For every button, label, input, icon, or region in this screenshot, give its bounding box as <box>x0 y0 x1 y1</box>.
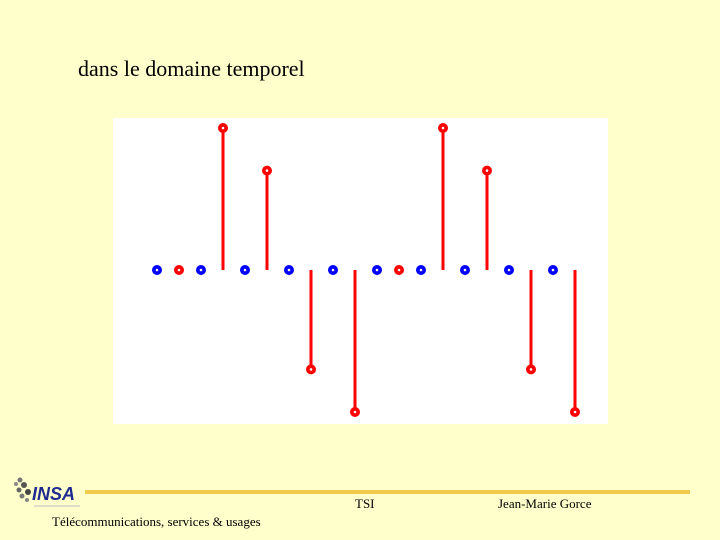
marker-highlight <box>507 268 511 272</box>
marker-highlight <box>573 410 577 414</box>
marker-highlight <box>287 268 291 272</box>
marker-highlight <box>397 268 401 272</box>
marker-highlight <box>221 126 225 130</box>
marker-highlight <box>551 268 555 272</box>
footer-rule <box>85 490 690 494</box>
marker-highlight <box>331 268 335 272</box>
marker-highlight <box>155 268 159 272</box>
marker-highlight <box>199 268 203 272</box>
slide-title: dans le domaine temporel <box>78 56 305 81</box>
marker-highlight <box>353 410 357 414</box>
footer-center-label: TSI <box>355 496 375 511</box>
marker-highlight <box>265 169 269 172</box>
insa-logo: INSA <box>10 472 86 514</box>
stem-plot <box>113 118 608 424</box>
marker-highlight <box>485 169 489 172</box>
stem-plot-svg <box>152 123 580 417</box>
marker-highlight <box>441 126 445 130</box>
marker-highlight <box>419 268 423 272</box>
footer-author: Jean-Marie Gorce <box>498 496 592 511</box>
marker-highlight <box>463 268 467 272</box>
insa-logo-icon: INSA <box>14 477 80 507</box>
logo-text: INSA <box>32 484 75 504</box>
marker-highlight <box>375 268 379 272</box>
marker-highlight <box>243 268 247 272</box>
marker-highlight <box>529 368 533 371</box>
marker-highlight <box>177 268 181 272</box>
footer-institution: Télécommunications, services & usages <box>52 514 261 529</box>
marker-highlight <box>309 368 313 371</box>
